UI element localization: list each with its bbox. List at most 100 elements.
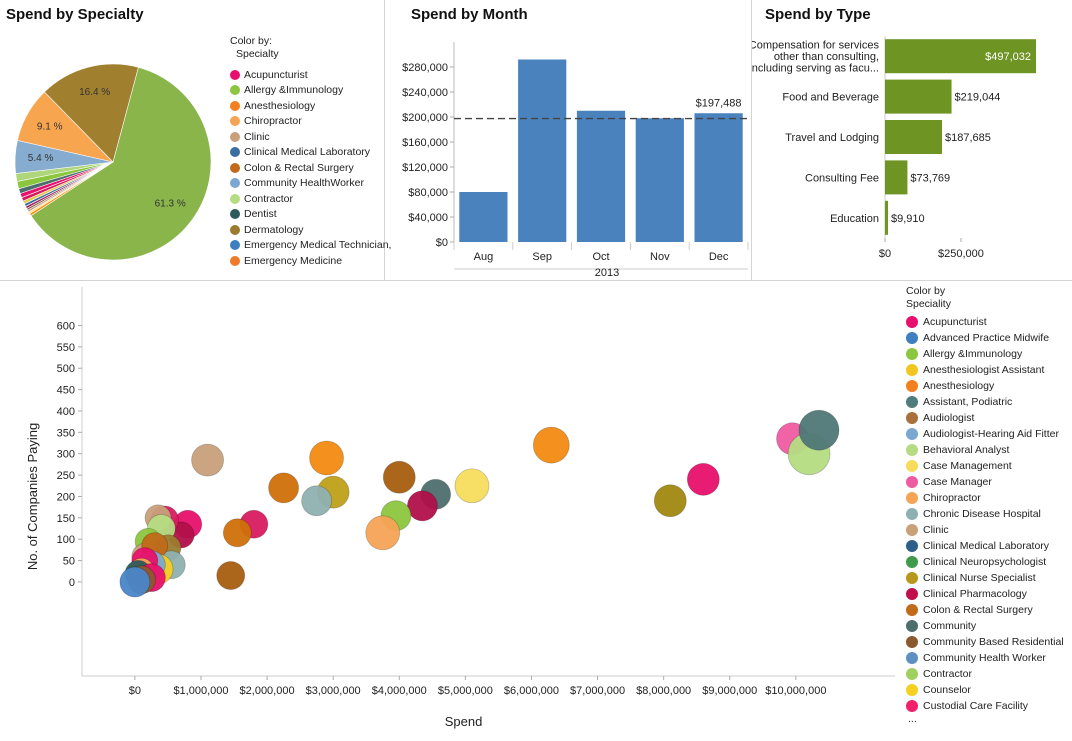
scatter-legend-item[interactable]: Counselor [906,682,1064,698]
month-bar[interactable] [518,59,567,243]
scatter-legend-label: Community Health Worker [923,652,1046,664]
pie-legend-label: Community HealthWorker [244,177,365,190]
scatter-legend-item[interactable]: Custodial Care Facility [906,698,1064,714]
scatter-legend: Color by Speciality Acupuncturist Advance… [906,285,1064,724]
scatter-legend-item[interactable]: Case Management [906,458,1064,474]
month-bar[interactable] [635,118,684,242]
type-bar[interactable] [885,120,943,154]
pie-legend-item[interactable]: Contractor [230,191,391,207]
pie-legend-item[interactable]: Clinic [230,129,391,145]
pie-slice-label: 9.1 % [37,122,63,133]
scatter-point[interactable] [382,460,416,494]
scatter-point[interactable] [222,518,252,548]
divider-horizontal [0,280,1072,281]
scatter-y-tick-label: 400 [57,406,75,418]
legend-swatch-icon [906,364,918,376]
scatter-legend-item[interactable]: Anesthesiologist Assistant [906,362,1064,378]
legend-swatch-icon [906,492,918,504]
pie-chart: 61.3 % 5.4 % 9.1 % 16.4 % [14,63,212,261]
scatter-legend-item[interactable]: Clinic [906,522,1064,538]
pie-legend-item[interactable]: Emergency Medical Technician, [230,238,391,254]
scatter-point[interactable] [686,462,720,496]
pie-slice[interactable] [30,66,212,261]
scatter-legend-item[interactable]: Allergy &Immunology [906,346,1064,362]
pie-slice[interactable] [44,63,139,163]
type-category-label: Education [830,213,879,225]
pie-legend-item[interactable]: Acupuncturist [230,67,391,83]
scatter-legend-label: Anesthesiology [923,380,995,392]
scatter-legend-title-1: Color by [906,285,946,297]
scatter-legend-item[interactable]: Advanced Practice Midwife [906,330,1064,346]
legend-swatch-icon [906,556,918,568]
scatter-point[interactable] [798,409,840,451]
scatter-point[interactable] [365,515,401,551]
scatter-x-tick-label: $0 [129,685,141,697]
pie-legend-item[interactable]: Allergy &Immunology [230,83,391,99]
scatter-legend-item[interactable]: Case Manager [906,474,1064,490]
scatter-point[interactable] [532,426,570,464]
pie-legend-item[interactable]: Colon & Rectal Surgery [230,160,391,176]
scatter-x-tick-label: $8,000,000 [636,685,691,697]
scatter-point[interactable] [454,468,490,504]
type-bar[interactable] [885,79,952,114]
scatter-legend-label: Clinical Medical Laboratory [923,540,1050,552]
scatter-legend-label: Clinic [923,524,949,536]
type-category-label: including serving as facu... [752,63,879,75]
type-bar[interactable] [885,200,889,235]
pie-legend-item[interactable]: Dermatology [230,222,391,238]
pie-legend-item[interactable]: Dentist [230,207,391,223]
pie-legend-label: Acupuncturist [244,68,308,81]
scatter-legend-item[interactable]: Behavioral Analyst [906,442,1064,458]
scatter-legend-item[interactable]: Clinical Medical Laboratory [906,538,1064,554]
scatter-legend-item[interactable]: Clinical Nurse Specialist [906,570,1064,586]
scatter-legend-item[interactable]: Audiologist [906,410,1064,426]
scatter-legend-item[interactable]: Community [906,618,1064,634]
month-bar[interactable] [576,110,626,242]
month-x-tick-label: Sep [532,251,552,263]
scatter-point[interactable] [119,566,151,598]
scatter-point[interactable] [216,561,246,590]
legend-swatch-icon [230,209,240,220]
scatter-legend-label: Chronic Disease Hospital [923,508,1041,520]
scatter-point[interactable] [309,440,344,476]
pie-legend-item[interactable]: Emergency Medicine [230,253,391,269]
month-title: Spend by Month [411,6,528,23]
scatter-legend-label: Chiropractor [923,492,981,504]
scatter-point[interactable] [191,443,224,477]
scatter-legend-item[interactable]: Audiologist-Hearing Aid Fitter [906,426,1064,442]
pie-legend-item[interactable]: Anesthesiology [230,98,391,114]
scatter-legend-item[interactable]: Chiropractor [906,490,1064,506]
scatter-legend-label: Community [923,620,977,632]
legend-swatch-icon [906,652,918,664]
type-value-label: $73,769 [910,172,950,184]
scatter-legend-label: Clinical Pharmacology [923,588,1027,600]
scatter-legend-item[interactable]: Colon & Rectal Surgery [906,602,1064,618]
scatter-x-tick-label: $1,000,000 [173,685,228,697]
pie-legend-item[interactable]: Chiropractor [230,114,391,130]
pie-legend-item[interactable]: Community HealthWorker [230,176,391,192]
scatter-legend-item[interactable]: Community Based Residential [906,634,1064,650]
month-bar[interactable] [459,192,508,242]
scatter-legend-item[interactable]: Assistant, Podiatric [906,394,1064,410]
month-bar[interactable] [694,113,743,242]
scatter-point[interactable] [653,484,687,518]
scatter-legend-item[interactable]: Acupuncturist [906,314,1064,330]
scatter-legend-item[interactable]: Clinical Pharmacology [906,586,1064,602]
scatter-point[interactable] [301,485,333,517]
scatter-point[interactable] [268,472,299,504]
type-bar[interactable] [885,39,1037,74]
scatter-point[interactable] [407,490,438,522]
scatter-legend-label: Anesthesiologist Assistant [923,364,1045,376]
scatter-legend-item[interactable]: Anesthesiology [906,378,1064,394]
scatter-legend-item[interactable]: Contractor [906,666,1064,682]
scatter-legend-item[interactable]: Clinical Neuropsychologist [906,554,1064,570]
scatter-legend-more: ... [908,713,917,725]
scatter-legend-item[interactable]: Chronic Disease Hospital [906,506,1064,522]
scatter-x-tick-label: $7,000,000 [570,685,625,697]
scatter-legend-item[interactable]: Community Health Worker [906,650,1064,666]
scatter-y-tick-label: 600 [57,320,75,332]
type-bar[interactable] [885,160,908,195]
pie-legend-item[interactable]: Clinical Medical Laboratory [230,145,391,161]
scatter-y-tick-label: 100 [57,534,75,546]
